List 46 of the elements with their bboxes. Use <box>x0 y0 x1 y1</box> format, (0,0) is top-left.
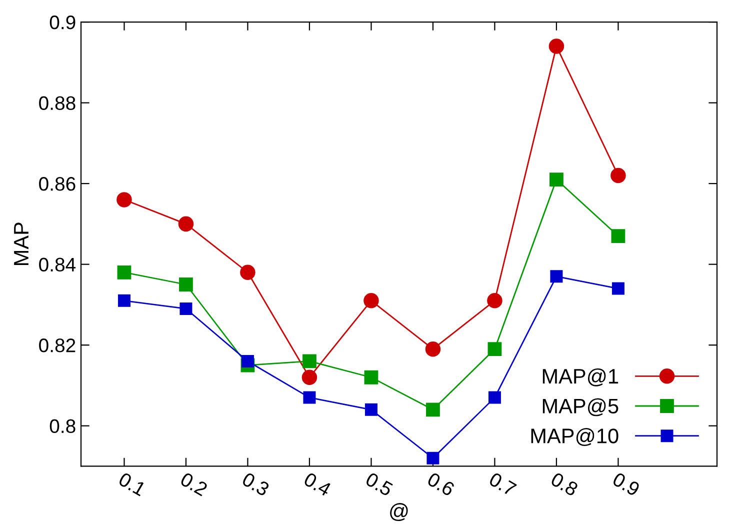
x-tick-label: 0.3 <box>241 472 270 497</box>
x-tick-label: 0.6 <box>426 472 456 497</box>
point <box>240 264 256 280</box>
x-tick-label: 0.5 <box>364 472 394 497</box>
point <box>487 293 502 308</box>
point <box>426 402 440 417</box>
point <box>488 391 501 404</box>
y-tick-label: 0.88 <box>39 96 76 110</box>
point <box>364 370 378 384</box>
point <box>364 403 378 416</box>
x-axis-title: @ <box>390 503 408 522</box>
point <box>612 282 624 295</box>
point <box>178 216 194 232</box>
x-tick-label: 0.9 <box>612 472 641 496</box>
y-tick-label: 0.82 <box>39 338 76 352</box>
point <box>118 294 130 307</box>
y-tick-label: 0.86 <box>39 177 76 191</box>
point <box>548 38 564 54</box>
point <box>426 452 440 464</box>
point <box>364 293 379 308</box>
legend-label: MAP@10 <box>531 428 618 446</box>
point <box>303 391 316 404</box>
y-tick-label: 0.84 <box>39 258 76 272</box>
point <box>550 270 563 283</box>
point <box>302 354 316 368</box>
legend-label: MAP@5 <box>542 398 618 416</box>
point <box>116 192 132 208</box>
x-tick-label: 0.1 <box>118 472 147 496</box>
point <box>179 278 193 292</box>
point <box>611 229 626 243</box>
point <box>302 370 318 386</box>
point <box>550 172 564 186</box>
y-tick-label: 0.9 <box>50 16 76 30</box>
legend-label: MAP@1 <box>542 368 618 386</box>
point <box>241 354 254 368</box>
y-tick-label: 0.8 <box>50 419 76 434</box>
point <box>488 342 502 356</box>
point <box>117 265 132 280</box>
point <box>425 341 441 357</box>
x-tick-label: 0.8 <box>550 472 579 497</box>
point <box>180 302 192 315</box>
y-axis-title: MAP <box>14 222 28 265</box>
point <box>610 168 626 184</box>
x-tick-label: 0.7 <box>488 472 518 496</box>
x-tick-label: 0.2 <box>179 472 208 496</box>
x-tick-label: 0.4 <box>302 472 332 497</box>
